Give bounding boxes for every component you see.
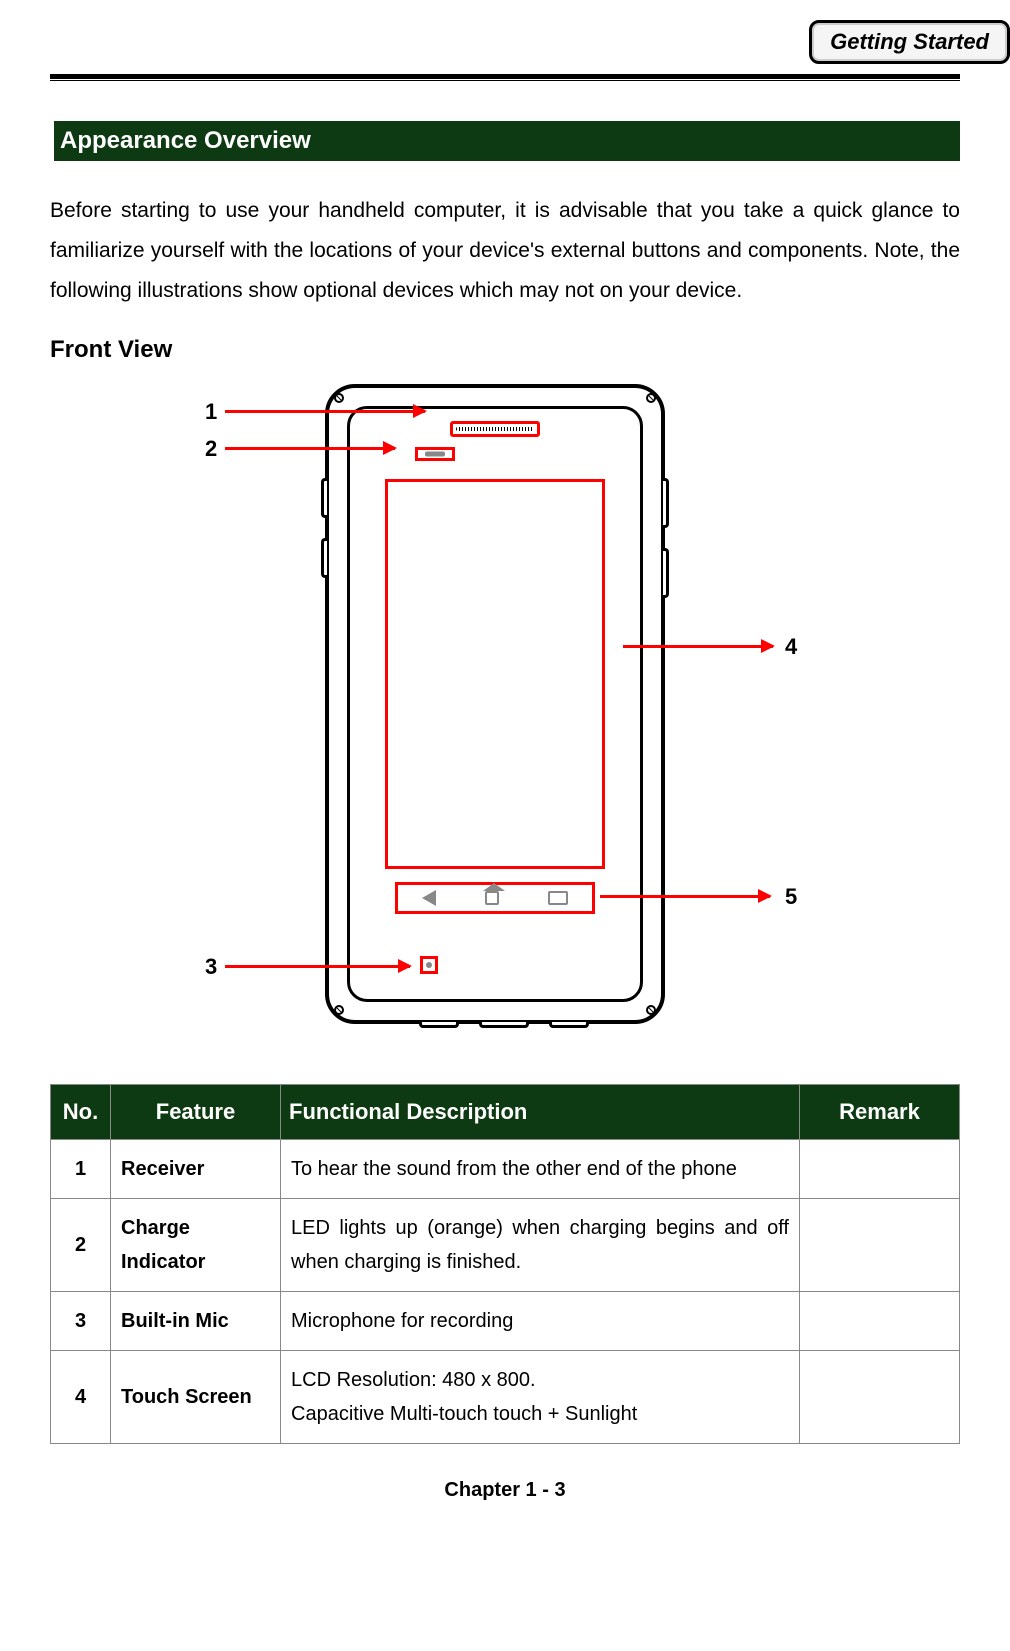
table-row: 4Touch ScreenLCD Resolution: 480 x 800.C…: [51, 1350, 960, 1443]
cell-no: 1: [51, 1139, 111, 1198]
device-diagram: 1 2 3 4 5: [185, 374, 825, 1054]
callout-label-4: 4: [785, 634, 797, 660]
cell-no: 4: [51, 1350, 111, 1443]
side-button-icon: [663, 478, 669, 528]
divider-double: [50, 74, 960, 81]
cell-desc: LCD Resolution: 480 x 800.Capacitive Mul…: [281, 1350, 800, 1443]
cell-remark: [800, 1139, 960, 1198]
th-remark: Remark: [800, 1084, 960, 1139]
intro-paragraph: Before starting to use your handheld com…: [50, 191, 960, 311]
arrow-icon: [623, 645, 773, 648]
bottom-port-icon: [419, 1022, 459, 1028]
th-desc: Functional Description: [281, 1084, 800, 1139]
cell-feature: Touch Screen: [111, 1350, 281, 1443]
th-feature: Feature: [111, 1084, 281, 1139]
callout-label-5: 5: [785, 884, 797, 910]
callout-label-3: 3: [205, 954, 217, 980]
mic-icon: [426, 962, 432, 968]
callout-label-1: 1: [205, 399, 217, 425]
arrow-icon: [225, 410, 425, 413]
cell-desc: Microphone for recording: [281, 1291, 800, 1350]
arrow-icon: [225, 447, 395, 450]
table-row: 3Built-in MicMicrophone for recording: [51, 1291, 960, 1350]
recent-icon: [548, 891, 568, 905]
receiver-icon: [456, 427, 534, 431]
arrow-icon: [600, 895, 770, 898]
section-title: Appearance Overview: [50, 121, 960, 161]
screw-icon: [334, 393, 344, 403]
charge-indicator-callout-box: [415, 447, 455, 461]
diagram-container: 1 2 3 4 5: [50, 374, 960, 1054]
cell-desc: To hear the sound from the other end of …: [281, 1139, 800, 1198]
screw-icon: [646, 393, 656, 403]
device-bezel: [347, 406, 643, 1002]
page-footer: Chapter 1 - 3: [50, 1469, 960, 1532]
side-button-icon: [321, 538, 327, 578]
header-badge: Getting Started: [809, 20, 1010, 64]
page-body: Appearance Overview Before starting to u…: [0, 74, 1010, 1532]
callout-label-2: 2: [205, 436, 217, 462]
table-header-row: No. Feature Functional Description Remar…: [51, 1084, 960, 1139]
table-row: 1ReceiverTo hear the sound from the othe…: [51, 1139, 960, 1198]
device-outline: [325, 384, 665, 1024]
header-badge-container: Getting Started: [0, 0, 1010, 74]
arrow-icon: [225, 965, 410, 968]
cell-no: 2: [51, 1198, 111, 1291]
cell-remark: [800, 1291, 960, 1350]
touch-screen-callout-box: [385, 479, 605, 869]
features-table: No. Feature Functional Description Remar…: [50, 1084, 960, 1444]
cell-no: 3: [51, 1291, 111, 1350]
cell-desc: LED lights up (orange) when charging beg…: [281, 1198, 800, 1291]
cell-remark: [800, 1350, 960, 1443]
cell-feature: Receiver: [111, 1139, 281, 1198]
back-icon: [422, 890, 436, 906]
table-row: 2Charge IndicatorLED lights up (orange) …: [51, 1198, 960, 1291]
charge-indicator-icon: [425, 451, 445, 456]
bottom-port-icon: [549, 1022, 589, 1028]
side-button-icon: [663, 548, 669, 598]
side-button-icon: [321, 478, 327, 518]
cell-feature: Built-in Mic: [111, 1291, 281, 1350]
subheading-front-view: Front View: [50, 336, 960, 364]
nav-bar-callout-box: [395, 882, 595, 914]
screw-icon: [646, 1005, 656, 1015]
home-icon: [485, 891, 499, 905]
mic-callout-box: [420, 956, 438, 974]
bottom-port-icon: [479, 1022, 529, 1028]
th-no: No.: [51, 1084, 111, 1139]
cell-remark: [800, 1198, 960, 1291]
cell-feature: Charge Indicator: [111, 1198, 281, 1291]
screw-icon: [334, 1005, 344, 1015]
receiver-callout-box: [450, 421, 540, 437]
